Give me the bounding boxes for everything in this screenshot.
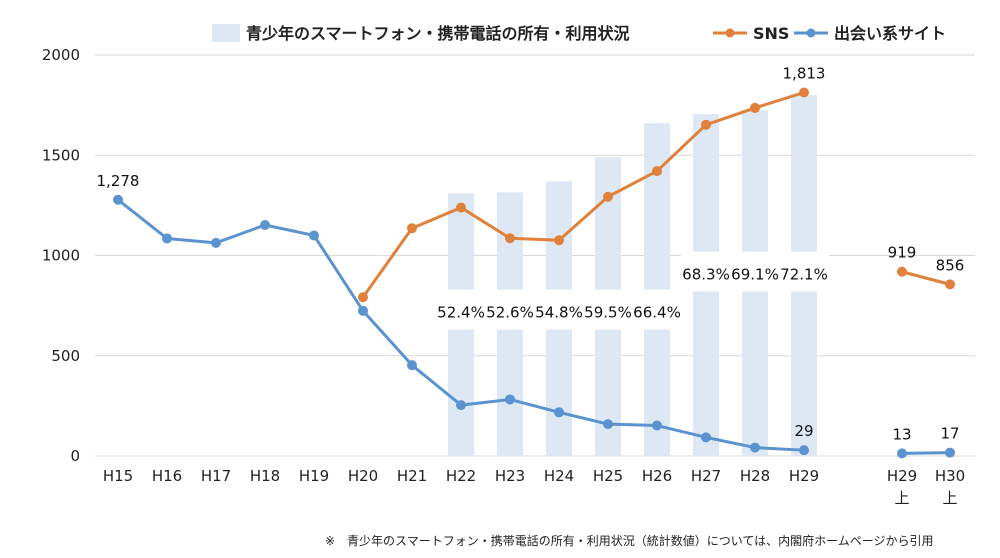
bar-label-bg [436,289,486,330]
sns-point [505,233,515,244]
deai-extra-label: 13 [892,425,911,443]
bar-label-bg [632,289,682,330]
grid [95,54,975,457]
bar-labels: 52.4% 52.6% 54.8% 59.5% 66.4% 68.3% 69.1% 72.1% [436,251,829,330]
sns-point [603,191,613,202]
deai-point [701,432,711,443]
deai-point [652,420,662,431]
x-tick-label-sub: 上 [894,489,909,507]
legend-deai-marker [806,28,816,38]
bar-label-bg [730,251,780,292]
bar-label: 52.4% [437,304,485,322]
x-tick-label: H19 [299,467,329,485]
deai-point [799,445,809,456]
footnote: ※ 青少年のスマートフォン・携帯電話の所有・利用状況（統計数値）については、内閣… [325,533,934,548]
deai-point [309,230,319,241]
sns-point [358,292,368,303]
bar-label: 66.4% [633,304,681,322]
x-tick-label: H16 [152,467,182,485]
deai-point [260,220,270,231]
x-tick-label: H30 [935,467,965,485]
legend: 青少年のスマートフォン・携帯電話の所有・利用状況 SNS 出会い系サイト [212,24,946,43]
bar-label-bg [485,289,535,330]
x-tick-label: H27 [691,467,721,485]
sns-point [652,166,662,177]
sns-point [750,102,760,113]
bar-label: 52.6% [486,304,534,322]
deai-extra-point [897,448,907,459]
sns-extra-line [901,270,951,286]
bar-label: 54.8% [535,304,583,322]
sns-line [361,91,805,299]
deai-point [505,394,515,405]
deai-point [162,233,172,244]
x-tick-label: H17 [201,467,231,485]
bar-label: 59.5% [584,304,632,322]
x-tick-label: H26 [642,467,672,485]
y-tick-label: 0 [70,447,80,465]
x-tick-label: H29 [789,467,819,485]
legend-bar-swatch [212,24,240,42]
sns-point [407,223,417,234]
bar-label-bg [534,289,584,330]
sns-extra-label: 919 [888,244,917,262]
sns-extra-point [945,279,955,290]
deai-point [456,400,466,411]
y-tick-label: 2000 [42,46,80,64]
deai-extra-point [945,447,955,458]
x-tick-label: H15 [103,467,133,485]
bar [644,123,670,457]
y-axis: 0 500 1000 1500 2000 [42,46,80,465]
y-tick-label: 1000 [42,247,80,265]
sns-point [554,235,564,246]
x-tick-label: H28 [740,467,770,485]
x-tick-label: H18 [250,467,280,485]
bar-label: 69.1% [731,266,779,284]
deai-point-label: 1,278 [97,172,140,190]
deai-point [113,194,123,205]
y-tick-label: 1500 [42,146,80,164]
x-tick-label: H25 [593,467,623,485]
legend-sns-marker [725,28,735,38]
x-tick-label: H23 [495,467,525,485]
line-series: 1,278 29 13 17 1,813 919 856 [97,64,965,459]
x-axis: H15 H16 H17 H18 H19 H20 H21 H22 H23 H24 H25 H26 H27 H… [103,467,965,507]
x-tick-label: H22 [446,467,476,485]
deai-extra-line [901,451,951,455]
deai-point [750,442,760,453]
sns-extra-label: 856 [936,256,965,274]
sns-point [701,119,711,130]
deai-point [211,237,221,248]
x-tick-label: H29 [887,467,917,485]
deai-point [554,407,564,418]
x-tick-label: H21 [397,467,427,485]
deai-point [603,419,613,430]
legend-deai-label: 出会い系サイト [834,24,946,43]
deai-point [358,305,368,316]
bar-label-bg [681,251,731,292]
deai-extra-label: 17 [940,425,959,443]
sns-point [799,87,809,98]
x-tick-label: H20 [348,467,378,485]
deai-point-label: 29 [794,422,813,440]
legend-bar-label: 青少年のスマートフォン・携帯電話の所有・利用状況 [246,24,630,43]
x-tick-label-sub: 上 [942,489,957,507]
x-tick-label: H24 [544,467,574,485]
legend-sns-label: SNS [753,24,789,43]
sns-extra-point [897,266,907,277]
y-tick-label: 500 [51,347,80,365]
bar-label-bg [583,289,633,330]
bar-label: 72.1% [780,266,828,284]
sns-point [456,202,466,213]
bar-label-bg [779,251,829,292]
deai-point [407,360,417,371]
sns-point-label: 1,813 [783,64,826,82]
bar-label: 68.3% [682,266,730,284]
